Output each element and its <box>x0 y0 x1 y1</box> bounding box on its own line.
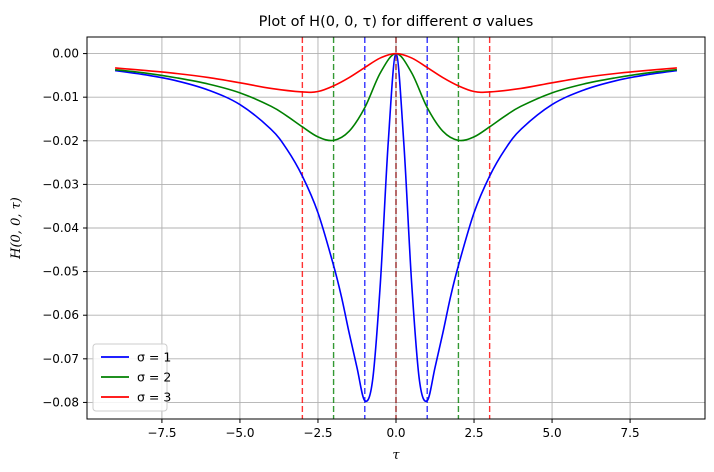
y-tick-label: −0.06 <box>42 308 79 322</box>
y-axis-title: H(0, 0, τ) <box>9 197 24 260</box>
series-line-3 <box>115 52 677 94</box>
y-tick-label: −0.01 <box>42 90 79 104</box>
x-axis-title: τ <box>392 448 400 463</box>
x-tick-label: −7.5 <box>147 426 176 440</box>
x-tick-label: −2.5 <box>303 426 332 440</box>
y-axis-ticks: 0.00 −0.01 −0.02 −0.03 −0.04 −0.05 −0.06 −0.07 −… <box>42 47 87 409</box>
y-tick-label: −0.05 <box>42 265 79 279</box>
legend-label: σ = 1 <box>137 350 171 365</box>
x-tick-label: −5.0 <box>225 426 254 440</box>
reference-lines <box>301 37 491 419</box>
legend-label: σ = 2 <box>137 370 171 385</box>
x-tick-label: 5.0 <box>543 426 562 440</box>
legend-box <box>92 343 168 412</box>
x-tick-label: 7.5 <box>621 426 640 440</box>
chart-title: Plot of H(0, 0, τ) for different σ value… <box>259 14 534 30</box>
y-tick-label: −0.04 <box>42 221 79 235</box>
legend-label: σ = 3 <box>137 390 171 405</box>
y-tick-label: −0.08 <box>42 395 79 409</box>
series-lines <box>114 52 678 403</box>
y-tick-label: −0.03 <box>42 177 79 191</box>
legend: σ = 1 σ = 2 σ = 3 <box>92 343 171 412</box>
x-tick-label: 2.5 <box>464 426 483 440</box>
x-axis-ticks: −7.5 −5.0 −2.5 0.0 2.5 5.0 7.5 <box>147 419 640 440</box>
x-tick-label: 0.0 <box>386 426 405 440</box>
y-tick-label: −0.07 <box>42 352 79 366</box>
y-tick-label: −0.02 <box>42 134 79 148</box>
y-tick-label: 0.00 <box>52 47 79 61</box>
